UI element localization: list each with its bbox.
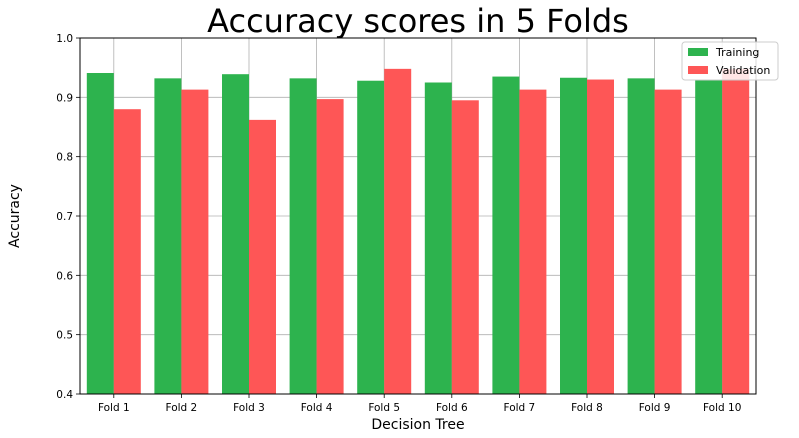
bar-validation-2 (181, 89, 209, 395)
x-tick-label: Fold 8 (571, 402, 603, 414)
bar-training-7 (492, 76, 520, 395)
y-tick-label: 0.6 (56, 270, 73, 282)
y-tick-label: 0.8 (56, 152, 73, 164)
x-tick-label: Fold 7 (504, 402, 536, 414)
x-tick-label: Fold 5 (368, 402, 400, 414)
legend-label-validation: Validation (716, 64, 770, 77)
bar-validation-5 (384, 68, 412, 394)
legend-label-training: Training (715, 46, 759, 59)
bars (86, 68, 750, 395)
bar-training-5 (357, 80, 385, 394)
x-tick-label: Fold 4 (301, 402, 333, 414)
y-tick-label: 1.0 (56, 33, 73, 45)
y-axis-label: Accuracy (7, 184, 23, 248)
bar-validation-3 (249, 119, 276, 394)
bar-training-3 (222, 74, 249, 395)
bar-validation-9 (654, 89, 682, 395)
x-tick-label: Fold 9 (639, 402, 671, 414)
legend: Training Validation (681, 41, 779, 81)
y-axis-ticks: 0.4 0.5 0.6 0.7 0.8 0.9 1.0 (56, 33, 80, 401)
x-tick-label: Fold 6 (436, 402, 468, 414)
bar-validation-8 (587, 79, 614, 395)
bar-training-1 (86, 73, 114, 395)
bar-validation-1 (113, 109, 141, 394)
legend-swatch-training (688, 48, 708, 56)
x-axis-label: Decision Tree (371, 417, 464, 433)
y-tick-label: 0.9 (56, 92, 73, 104)
x-tick-label: Fold 1 (98, 402, 130, 414)
chart-title: Accuracy scores in 5 Folds (207, 2, 629, 40)
bar-training-8 (560, 77, 587, 395)
bar-validation-7 (519, 89, 547, 395)
y-tick-label: 0.7 (56, 211, 73, 223)
bar-training-4 (289, 78, 317, 394)
x-tick-label: Fold 2 (166, 402, 198, 414)
y-tick-label: 0.5 (56, 330, 73, 342)
bar-training-10 (695, 79, 723, 395)
x-axis-ticks: Fold 1 Fold 2 Fold 3 Fold 4 Fold 5 Fold 6 Fold… (98, 394, 741, 414)
bar-training-2 (154, 78, 182, 394)
bar-validation-6 (451, 100, 479, 395)
x-tick-label: Fold 10 (703, 402, 741, 414)
bar-training-9 (627, 78, 655, 394)
bar-validation-10 (722, 68, 750, 394)
x-tick-label: Fold 3 (233, 402, 265, 414)
bar-validation-4 (316, 99, 344, 394)
y-tick-label: 0.4 (56, 389, 73, 401)
legend-swatch-validation (688, 66, 708, 74)
bar-training-6 (424, 82, 452, 394)
